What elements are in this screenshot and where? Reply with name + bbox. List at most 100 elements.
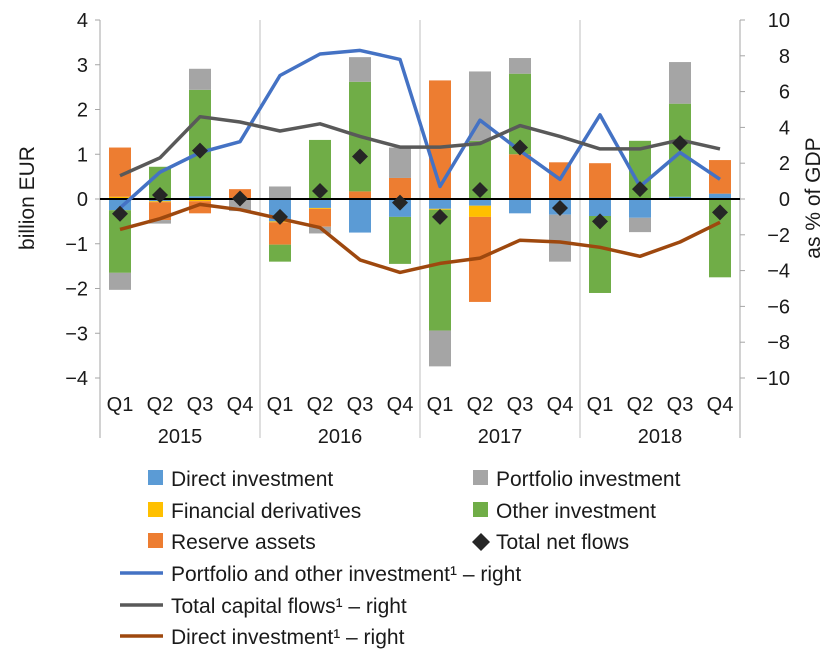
bar-portfolio-investment: [149, 220, 171, 224]
bar-other-investment: [629, 140, 651, 199]
bar-direct-investment: [189, 196, 211, 199]
bar-other-investment: [309, 139, 331, 199]
bar-direct-investment: [509, 199, 531, 214]
bar-reserve-assets: [509, 154, 531, 199]
net-flow-marker: [632, 181, 648, 198]
x-tick-label-quarter: Q1: [427, 394, 454, 416]
bar-direct-investment: [629, 199, 651, 218]
y-right-tick-label: −8: [767, 332, 790, 354]
bar-reserve-assets: [309, 208, 331, 227]
bar-reserve-assets: [269, 222, 291, 245]
legend-label-financial-derivatives: Financial derivatives: [171, 500, 361, 523]
bar-portfolio-investment: [349, 57, 371, 82]
y-left-tick-label: 4: [77, 10, 88, 32]
bar-direct-investment: [349, 199, 371, 233]
net-flow-marker: [552, 199, 568, 216]
legend-label-direct-investment: Direct investment: [171, 468, 333, 491]
legend-swatch-other-investment: [473, 502, 488, 517]
y-right-tick-label: −10: [756, 368, 790, 390]
x-tick-label-quarter: Q2: [627, 394, 654, 416]
y-right-tick-label: −4: [767, 261, 790, 283]
y-left-tick-label: −1: [65, 234, 88, 256]
x-tick-label-year: 2016: [318, 426, 363, 448]
net-flow-marker: [352, 148, 368, 165]
y-right-tick-label: 10: [768, 10, 790, 32]
legend-label-reserve-assets: Reserve assets: [171, 531, 316, 554]
bar-other-investment: [509, 73, 531, 155]
legend-swatch-reserve-assets: [148, 533, 163, 548]
x-tick-label-quarter: Q1: [587, 394, 614, 416]
legend-swatch-direct-investment: [148, 470, 163, 485]
bar-reserve-assets: [589, 163, 611, 199]
bar-portfolio-investment: [269, 186, 291, 199]
y-left-tick-label: −3: [65, 323, 88, 345]
net-flow-marker: [392, 194, 408, 211]
net-flow-marker: [312, 182, 328, 199]
y-left-tick-label: −2: [65, 279, 88, 301]
x-tick-label-quarter: Q4: [547, 394, 574, 416]
bar-reserve-assets: [109, 147, 131, 197]
x-tick-label-quarter: Q3: [507, 394, 534, 416]
x-tick-label-year: 2018: [638, 426, 683, 448]
legend-label-direct-investment-line: Direct investment¹ – right: [171, 626, 405, 649]
bar-financial-derivatives: [109, 196, 131, 199]
bar-direct-investment: [309, 199, 331, 208]
net-flow-marker: [152, 186, 168, 203]
x-tick-label-quarter: Q4: [387, 394, 414, 416]
bar-portfolio-investment: [549, 214, 571, 262]
bar-other-investment: [469, 140, 491, 199]
y-right-tick-label: −6: [767, 296, 790, 318]
line-total-capital-flows-right: [119, 114, 721, 178]
bar-portfolio-investment: [629, 217, 651, 233]
bar-portfolio-investment: [509, 58, 531, 74]
bar-other-investment: [709, 199, 731, 278]
bar-other-investment: [389, 216, 411, 264]
bar-other-investment: [589, 216, 611, 293]
y-left-tick-label: 3: [77, 55, 88, 77]
y-axis-left-label: billion EUR: [16, 146, 39, 250]
x-tick-label-quarter: Q3: [347, 394, 374, 416]
net-flow-marker: [232, 190, 248, 207]
legend-label-other-investment: Other investment: [496, 500, 656, 523]
legend-swatch-financial-derivatives: [148, 502, 163, 517]
y-right-tick-label: 2: [779, 153, 790, 175]
bar-direct-investment: [429, 199, 451, 209]
net-flow-marker: [712, 204, 728, 221]
y-right-tick-label: 0: [779, 189, 790, 211]
y-right-tick-label: −2: [767, 225, 790, 247]
x-tick-label-quarter: Q1: [107, 394, 134, 416]
x-tick-label-quarter: Q3: [187, 394, 214, 416]
bar-reserve-assets: [389, 177, 411, 199]
bar-direct-investment: [469, 199, 491, 206]
net-flow-marker: [672, 135, 688, 152]
bar-portfolio-investment: [389, 147, 411, 178]
net-flow-marker: [272, 208, 288, 225]
bar-portfolio-investment: [189, 68, 211, 90]
x-tick-label-year: 2015: [158, 426, 203, 448]
legend-swatch-portfolio-investment: [473, 470, 488, 485]
x-tick-label-quarter: Q4: [227, 394, 254, 416]
bar-other-investment: [109, 210, 131, 273]
legend-label-portfolio-other-line: Portfolio and other investment¹ – right: [171, 563, 521, 586]
y-right-tick-label: 6: [779, 82, 790, 104]
net-flow-marker: [192, 142, 208, 159]
x-tick-label-quarter: Q2: [307, 394, 334, 416]
net-flow-marker: [592, 213, 608, 230]
net-flow-marker: [472, 182, 488, 199]
bar-direct-investment: [669, 196, 691, 199]
x-tick-label-quarter: Q4: [707, 394, 734, 416]
bar-portfolio-investment: [109, 272, 131, 290]
bar-portfolio-investment: [309, 226, 331, 234]
bar-reserve-assets: [709, 160, 731, 194]
bar-financial-derivatives: [189, 199, 211, 202]
legend: Direct investment Portfolio investment F…: [120, 468, 681, 649]
net-flow-marker: [512, 139, 528, 156]
y-left-tick-label: 1: [77, 144, 88, 166]
legend-label-portfolio-investment: Portfolio investment: [496, 468, 681, 491]
bar-other-investment: [429, 209, 451, 331]
line-portfolio-and-other-investment-right: [118, 48, 721, 210]
bar-other-investment: [269, 244, 291, 262]
y-left-tick-label: −4: [65, 368, 88, 390]
